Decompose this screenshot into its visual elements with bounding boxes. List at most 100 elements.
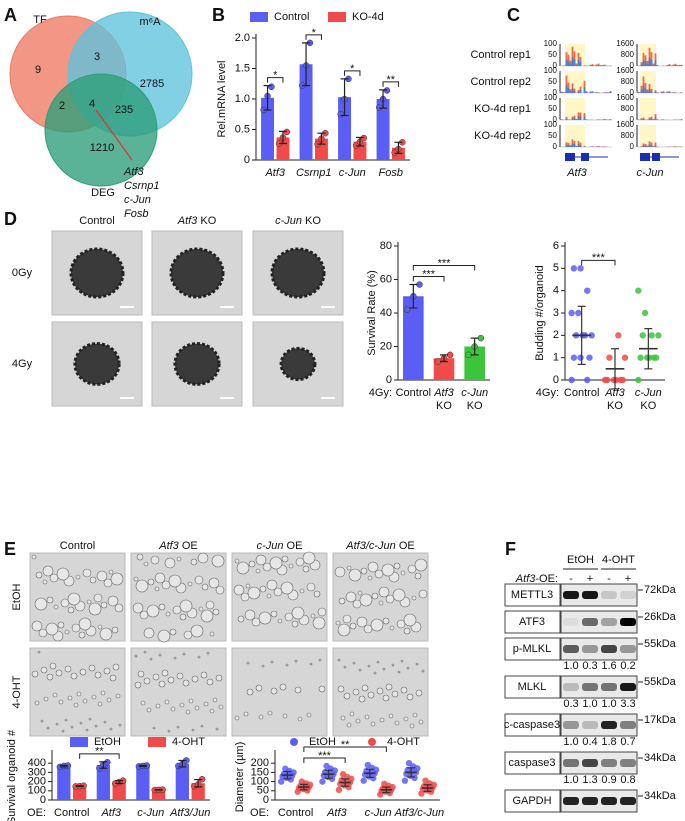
data-point xyxy=(335,786,343,794)
y-tick-label: 4 xyxy=(553,285,559,297)
venn-count: 235 xyxy=(115,104,133,116)
organoid xyxy=(93,593,103,603)
organoid-image xyxy=(231,647,328,737)
track-signal xyxy=(638,47,683,66)
organoid xyxy=(266,593,272,599)
venn-gene: Fosb xyxy=(124,208,148,220)
organoid xyxy=(111,626,119,634)
organoid xyxy=(269,556,283,570)
organoid xyxy=(97,624,103,630)
legend-swatch xyxy=(148,737,166,747)
data-point xyxy=(586,354,593,361)
significance-bracket xyxy=(412,276,445,282)
blot-quant: 1.6 xyxy=(601,660,616,672)
blot-kda: 55kDa xyxy=(644,676,677,688)
y-tick-label: 150 xyxy=(251,766,269,778)
legend-label: KO-4d xyxy=(352,11,384,23)
track-highlight xyxy=(640,98,656,120)
blot-band xyxy=(620,759,636,767)
organoid xyxy=(88,664,96,672)
organoid xyxy=(152,726,156,730)
organoid xyxy=(100,601,108,609)
organoid xyxy=(46,673,54,681)
gene-exon xyxy=(652,153,660,161)
row-label: EtOH xyxy=(11,584,23,611)
blot-quant: 1.0 xyxy=(563,660,578,672)
organoid xyxy=(143,677,151,685)
organoid xyxy=(370,721,376,727)
organoid xyxy=(270,660,274,664)
blot-protein: METTL3 xyxy=(511,589,553,601)
organoid xyxy=(86,599,92,605)
organoid xyxy=(337,658,341,662)
blot-kda: 72kDa xyxy=(644,584,677,596)
blot-oe-label: Atf3-OE: xyxy=(515,573,558,585)
organoid xyxy=(243,711,249,717)
venn-gene: Csrnp1 xyxy=(124,180,159,192)
organoid xyxy=(164,557,176,569)
x-tick-label: Atf3 xyxy=(100,807,121,819)
y-tick-label: 200 xyxy=(28,776,46,788)
organoid xyxy=(97,701,103,707)
data-point xyxy=(584,376,591,384)
organoid xyxy=(302,565,310,573)
y-tick-label: 3 xyxy=(553,307,559,319)
organoid xyxy=(137,670,145,678)
organoid xyxy=(31,670,39,678)
organoid xyxy=(367,561,379,573)
organoid xyxy=(415,689,423,697)
organoid xyxy=(338,597,346,605)
organoid xyxy=(70,725,74,729)
track-scale-label: 0 xyxy=(553,142,558,151)
organoid xyxy=(64,629,70,635)
organoid xyxy=(357,590,363,596)
blot-kda: 55kDa xyxy=(644,638,677,650)
blot-kda: 34kDa xyxy=(644,752,677,764)
blot-band xyxy=(620,683,636,691)
organoid xyxy=(215,727,219,731)
organoid xyxy=(114,603,124,613)
blot-quant: 0.4 xyxy=(582,736,597,748)
organoid xyxy=(391,663,395,667)
organoid xyxy=(406,666,410,670)
organoid xyxy=(246,688,254,696)
blot-quant: 0.9 xyxy=(601,774,616,786)
organoid xyxy=(57,621,65,629)
blot-label-box xyxy=(504,583,561,607)
organoid xyxy=(99,627,113,641)
significance-label: ** xyxy=(95,746,104,758)
significance-label: *** xyxy=(422,268,436,280)
significance-label: *** xyxy=(318,750,332,762)
organoid xyxy=(194,575,204,585)
data-point xyxy=(568,376,575,384)
organoid xyxy=(295,557,305,567)
organoid xyxy=(291,620,299,628)
venn-count: 1210 xyxy=(90,142,114,154)
data-point xyxy=(570,354,578,361)
organoid xyxy=(52,692,58,698)
y-tick-label: 20 xyxy=(380,340,392,352)
organoid xyxy=(61,729,65,733)
organoid xyxy=(346,722,352,728)
organoid xyxy=(37,650,41,654)
blot-oe-sign: - xyxy=(607,573,611,585)
organoid xyxy=(200,609,214,623)
organoid xyxy=(391,690,399,698)
organoid xyxy=(251,617,261,627)
blot-image xyxy=(560,713,638,737)
data-point xyxy=(588,332,595,339)
bar xyxy=(73,786,87,800)
significance-label: ** xyxy=(341,739,350,751)
organoid xyxy=(299,588,305,594)
gene-exon xyxy=(565,153,575,161)
data-point xyxy=(298,778,306,785)
organoid xyxy=(143,627,155,639)
organoid xyxy=(55,722,59,726)
organoid xyxy=(245,583,251,589)
data-point xyxy=(568,309,575,317)
blot-label-box xyxy=(504,789,561,813)
y-axis-title: Rel.mRNA level xyxy=(216,60,228,137)
organoid xyxy=(109,727,113,731)
y-tick-label: 1.0 xyxy=(235,93,250,105)
organoid xyxy=(176,725,180,729)
